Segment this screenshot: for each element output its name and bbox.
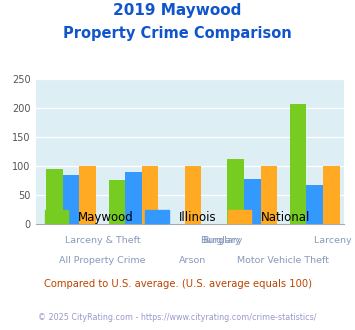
Text: Arson: Arson (179, 256, 207, 265)
Bar (227, 159, 244, 224)
Bar (261, 166, 277, 224)
Bar (46, 169, 63, 224)
Text: Property Crime Comparison: Property Crime Comparison (63, 26, 292, 41)
Text: Burglary: Burglary (202, 236, 243, 245)
Text: All Property Crime: All Property Crime (59, 256, 146, 265)
Bar (306, 185, 323, 224)
Legend: Maywood, Illinois, National: Maywood, Illinois, National (40, 206, 315, 228)
Bar (244, 179, 261, 224)
Text: Larceny & Theft: Larceny & Theft (65, 236, 140, 245)
Text: 2019 Maywood: 2019 Maywood (113, 3, 242, 18)
Bar (185, 166, 201, 224)
Bar (323, 166, 340, 224)
Bar (63, 175, 80, 224)
Bar (109, 180, 125, 224)
Text: Motor Vehicle Theft: Motor Vehicle Theft (237, 256, 329, 265)
Text: Compared to U.S. average. (U.S. average equals 100): Compared to U.S. average. (U.S. average … (44, 279, 311, 289)
Text: © 2025 CityRating.com - https://www.cityrating.com/crime-statistics/: © 2025 CityRating.com - https://www.city… (38, 314, 317, 322)
Bar (80, 166, 96, 224)
Bar (290, 104, 306, 224)
Bar (125, 172, 142, 224)
Bar (142, 166, 158, 224)
Text: Larceny & Theft: Larceny & Theft (314, 236, 355, 245)
Text: Burglary: Burglary (200, 236, 240, 245)
